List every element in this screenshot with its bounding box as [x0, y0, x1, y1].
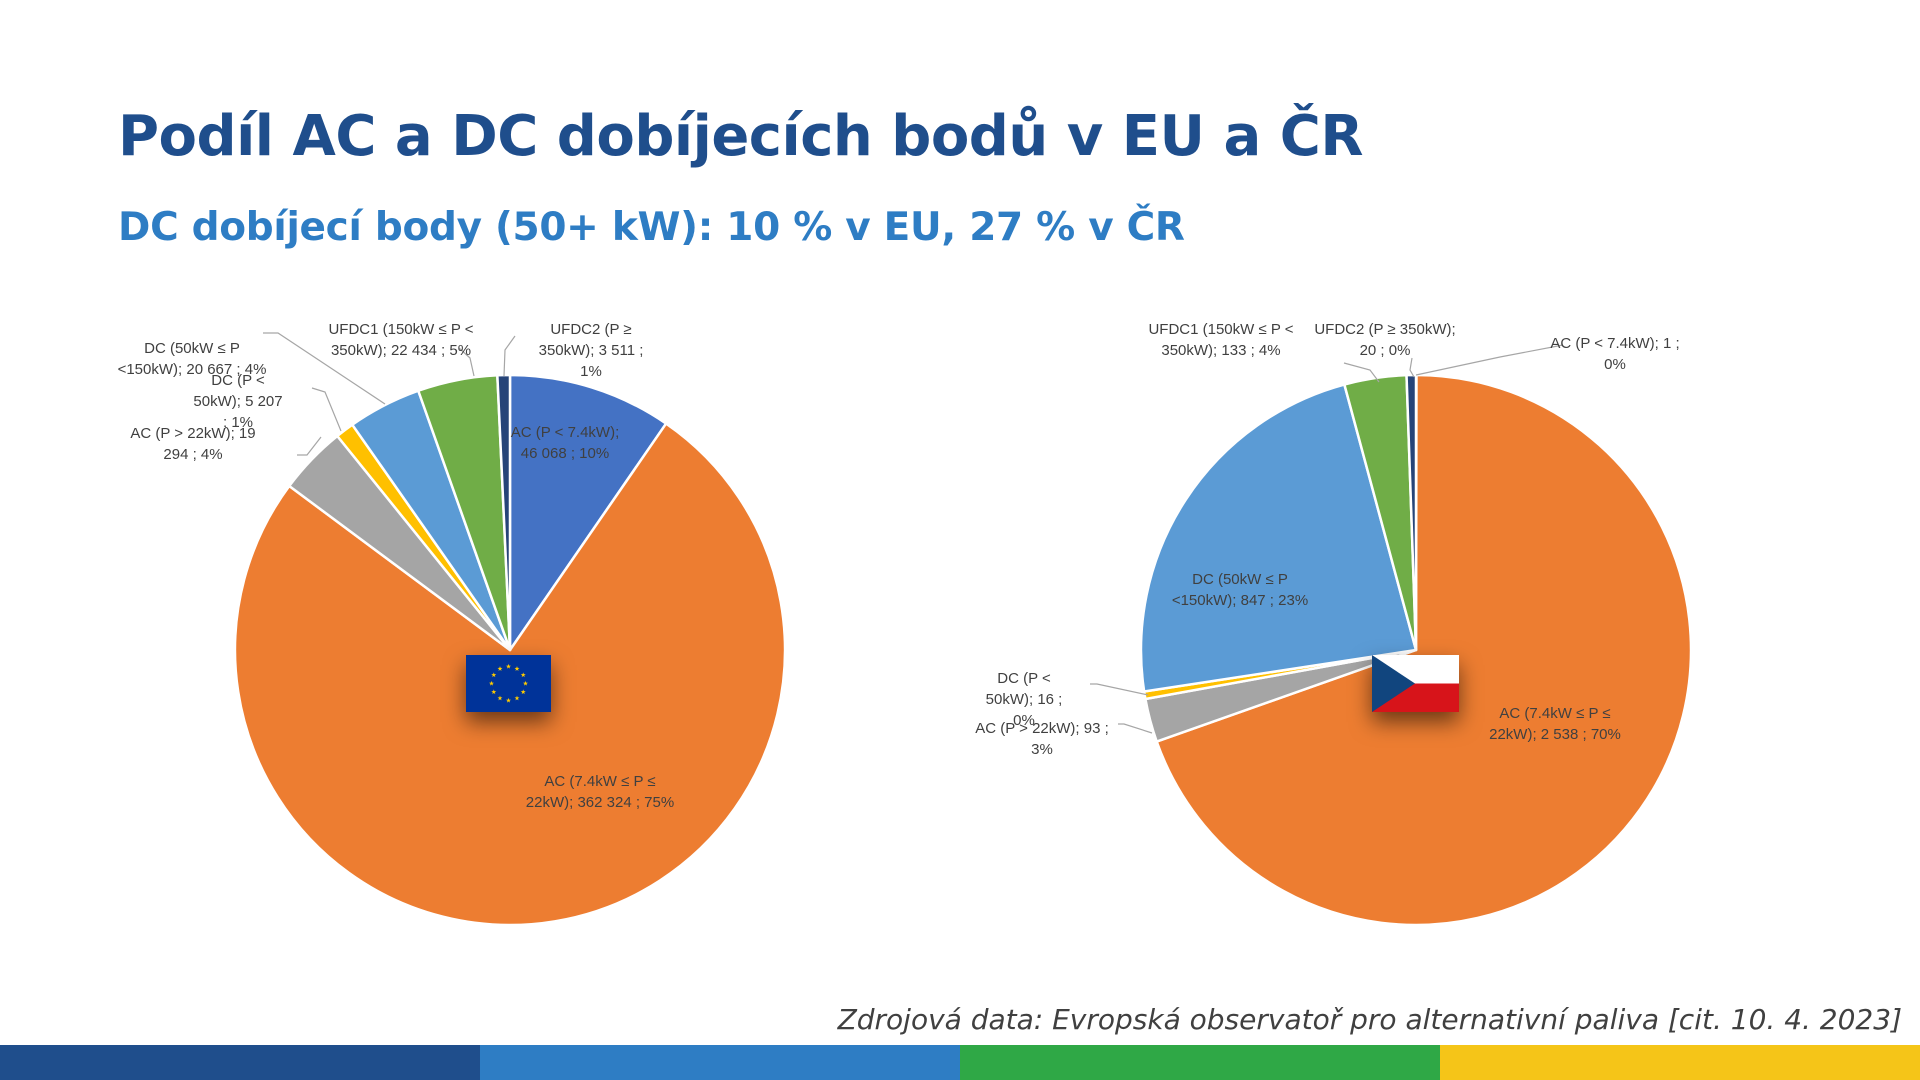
leader-line	[297, 436, 322, 456]
leader-line	[1409, 357, 1415, 378]
bottom-bar-segment-2	[480, 1045, 960, 1080]
source-note: Zdrojová data: Evropská observatoř pro a…	[837, 1003, 1902, 1036]
data-label: DC (50kW ≤ P <150kW); 847 ; 23%	[1172, 571, 1308, 609]
pie-chart-eu: AC (P < 7.4kW); 46 068 ; 10% AC (7.4kW ≤ P…	[118, 321, 787, 927]
leader-line	[503, 335, 516, 377]
eu-flag-icon	[466, 655, 551, 712]
leader-line	[311, 387, 342, 432]
leader-line	[458, 347, 475, 377]
data-label: AC (P < 7.4kW); 1 ; 0%	[1550, 335, 1679, 373]
bottom-bar-segment-3	[960, 1045, 1440, 1080]
data-label: AC (P > 22kW); 93 ; 3%	[975, 720, 1109, 758]
page-subtitle: DC dobíjecí body (50+ kW): 10 % v EU, 27…	[118, 205, 1185, 250]
pie-chart-cz: AC (P < 7.4kW); 1 ; 0% AC (7.4kW ≤ P ≤22kW…	[975, 321, 1693, 927]
data-label: AC (7.4kW ≤ P ≤22kW); 2 538 ; 70%	[1489, 705, 1621, 743]
data-label: UFDC2 (P ≥350kW); 3 511 ; 1%	[539, 321, 644, 380]
leader-line	[1118, 723, 1153, 734]
bottom-color-bar	[0, 1045, 1920, 1080]
leader-line	[1343, 362, 1380, 383]
bottom-bar-segment-4	[1440, 1045, 1920, 1080]
leader-line	[1090, 683, 1149, 696]
page-title: Podíl AC a DC dobíjecích bodů v EU a ČR	[118, 104, 1363, 169]
data-label: DC (50kW ≤ P <150kW); 20 667 ; 4%	[118, 340, 267, 378]
czech-flag-icon	[1372, 655, 1459, 712]
pie-slice	[1405, 373, 1418, 652]
pie-slice	[508, 373, 668, 652]
leader-line	[263, 332, 386, 405]
pie-slice	[1155, 373, 1693, 927]
leader-line	[1415, 344, 1564, 376]
data-label: DC (P <50kW); 16 ; 0%	[986, 670, 1063, 729]
data-label: DC (P <50kW); 5 207; 1%	[193, 372, 282, 431]
data-label: AC (7.4kW ≤ P ≤22kW); 362 324 ; 75%	[526, 773, 674, 811]
bottom-bar-segment-1	[0, 1045, 480, 1080]
data-label: AC (P > 22kW); 19 294 ; 4%	[130, 425, 255, 463]
pie-slice	[1139, 383, 1418, 693]
data-label: UFDC1 (150kW ≤ P <350kW); 22 434 ; 5%	[328, 321, 473, 359]
data-label: UFDC2 (P ≥ 350kW); 20 ; 0%	[1314, 321, 1455, 359]
data-label: AC (P < 7.4kW); 46 068 ; 10%	[511, 424, 620, 462]
data-label: UFDC1 (150kW ≤ P <350kW); 133 ; 4%	[1148, 321, 1293, 359]
